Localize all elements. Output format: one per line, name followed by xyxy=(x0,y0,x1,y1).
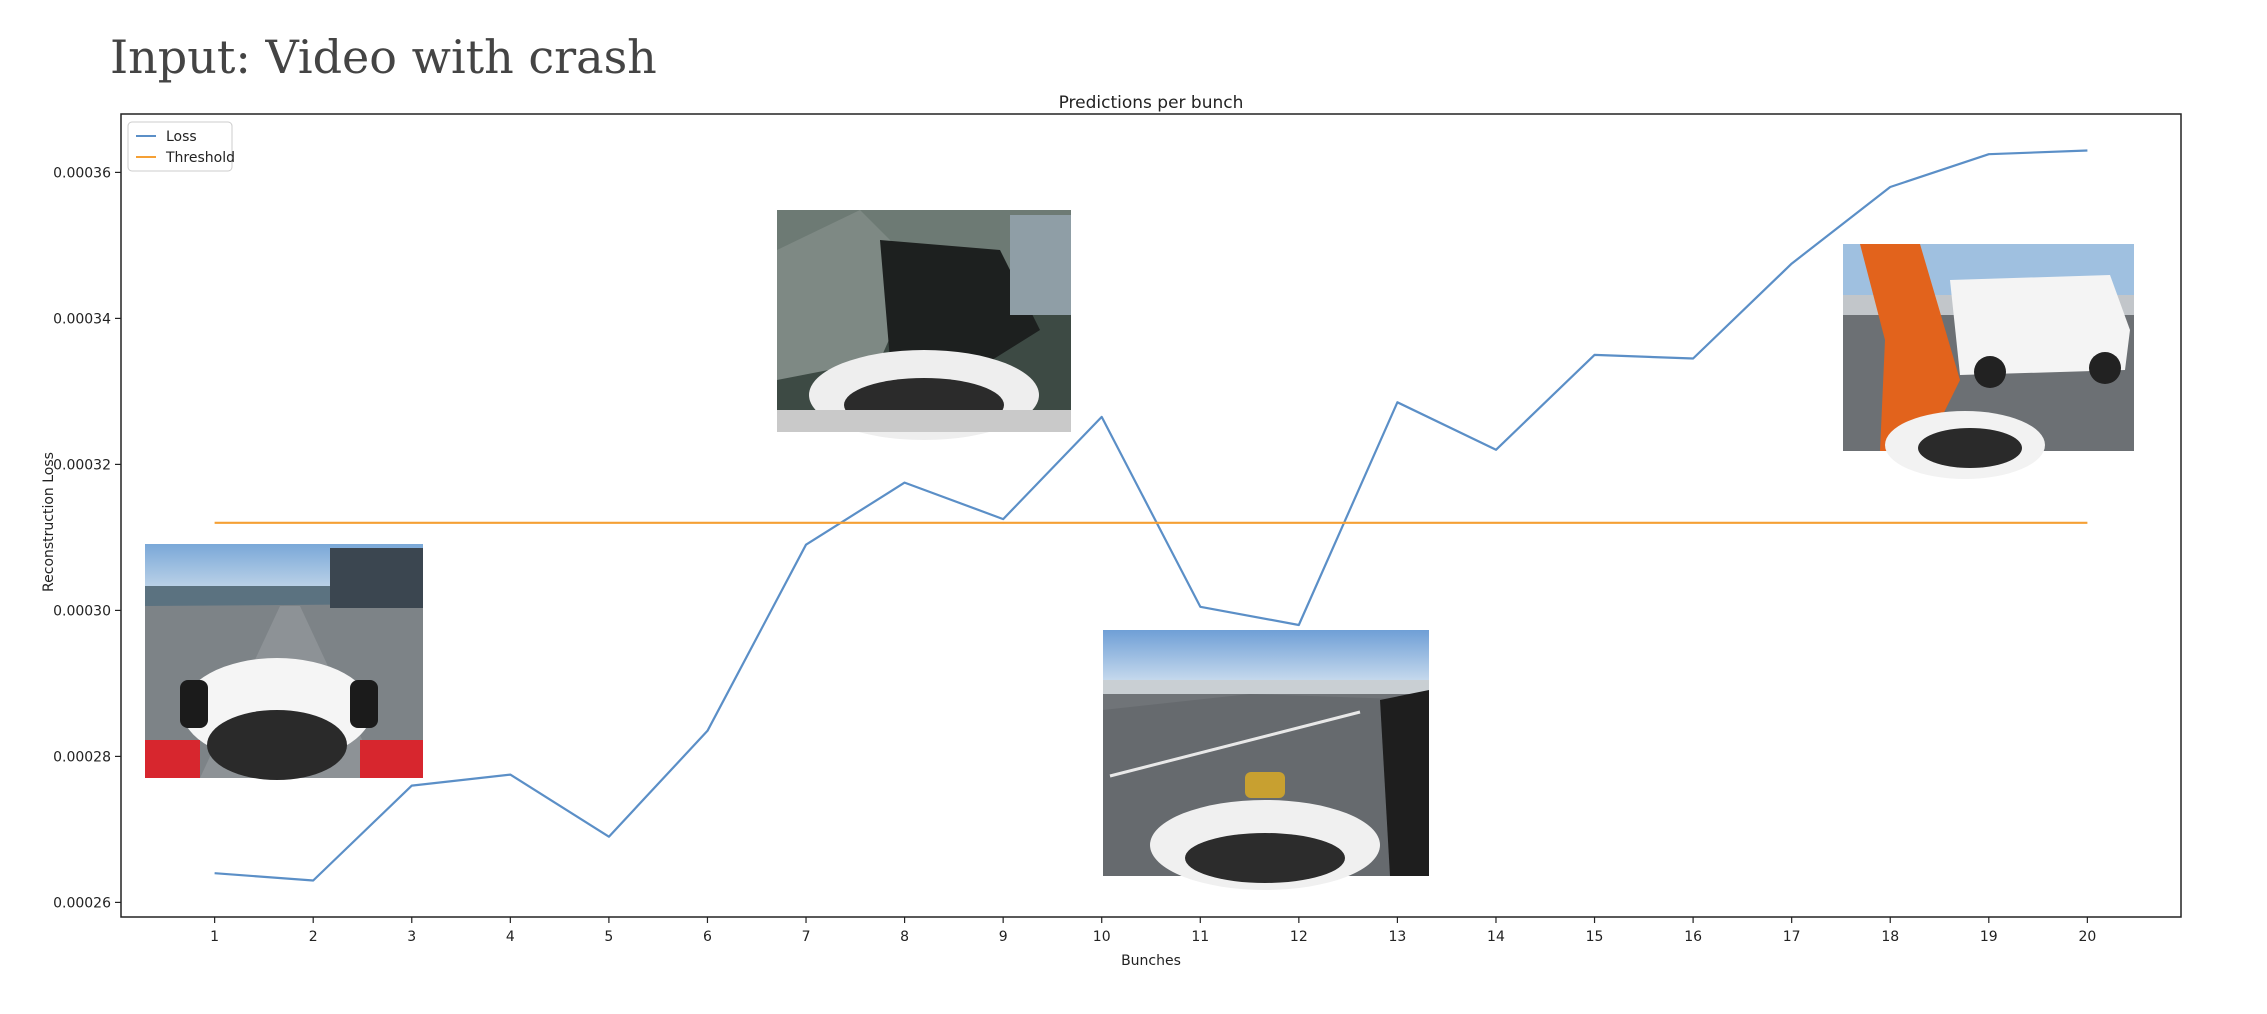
inset-image-marshal-truck xyxy=(1843,244,2134,479)
x-tick-label: 20 xyxy=(2078,929,2096,945)
data-point-loss xyxy=(1890,187,1891,188)
inset-image-cockpit-straight xyxy=(1103,630,1429,890)
inset-image-cockpit-track xyxy=(145,544,423,780)
x-tick-label: 1 xyxy=(210,929,219,945)
data-point-threshold xyxy=(1890,522,1891,523)
x-tick-label: 9 xyxy=(999,929,1008,945)
data-point-threshold xyxy=(1791,522,1792,523)
y-axis-label: Reconstruction Loss xyxy=(41,452,57,592)
x-tick-label: 12 xyxy=(1290,929,1308,945)
series-group xyxy=(214,149,2088,882)
y-tick-label: 0.00036 xyxy=(53,165,111,181)
data-point-loss xyxy=(1003,519,1004,520)
data-point-threshold xyxy=(1397,522,1398,523)
page-heading: Input: Video with crash xyxy=(110,30,657,84)
x-tick-label: 4 xyxy=(506,929,515,945)
plot-frame xyxy=(120,113,2182,918)
data-point-threshold xyxy=(510,522,511,523)
data-point-loss xyxy=(214,873,215,874)
data-point-threshold xyxy=(1101,522,1102,523)
data-point-threshold xyxy=(214,522,215,523)
data-point-threshold xyxy=(1003,522,1004,523)
data-point-loss xyxy=(1298,625,1299,626)
x-tick-label: 18 xyxy=(1881,929,1899,945)
data-point-threshold xyxy=(1200,522,1201,523)
data-point-threshold xyxy=(1594,522,1595,523)
legend-label-loss: Loss xyxy=(166,129,197,145)
y-tick-label: 0.00034 xyxy=(53,311,111,327)
data-point-loss xyxy=(411,785,412,786)
x-tick-label: 5 xyxy=(604,929,613,945)
data-point-loss xyxy=(608,836,609,837)
data-point-threshold xyxy=(806,522,807,523)
x-tick-label: 16 xyxy=(1684,929,1702,945)
x-tick-label: 19 xyxy=(1980,929,1998,945)
x-tick-label: 13 xyxy=(1388,929,1406,945)
legend: Loss Threshold xyxy=(127,121,235,172)
y-tick-label: 0.00028 xyxy=(53,749,111,765)
data-point-loss xyxy=(1397,402,1398,403)
data-point-threshold xyxy=(313,522,314,523)
x-axis-label: Bunches xyxy=(1121,953,1181,969)
data-point-threshold xyxy=(608,522,609,523)
x-tick-label: 7 xyxy=(802,929,811,945)
data-point-loss xyxy=(707,730,708,731)
data-point-threshold xyxy=(1298,522,1299,523)
y-tick-label: 0.00030 xyxy=(53,603,111,619)
data-point-threshold xyxy=(1988,522,1989,523)
data-point-loss xyxy=(904,482,905,483)
data-point-loss xyxy=(1200,606,1201,607)
inset-image-crash xyxy=(777,210,1071,440)
y-tick-label: 0.00032 xyxy=(53,457,111,473)
data-point-loss xyxy=(1594,354,1595,355)
data-point-loss xyxy=(1693,358,1694,359)
data-point-loss xyxy=(2087,150,2088,151)
data-point-threshold xyxy=(1495,522,1496,523)
data-point-threshold xyxy=(904,522,905,523)
x-tick-label: 14 xyxy=(1487,929,1505,945)
x-tick-label: 17 xyxy=(1783,929,1801,945)
chart-title: Predictions per bunch xyxy=(1059,93,1244,113)
x-tick-label: 11 xyxy=(1191,929,1209,945)
legend-label-threshold: Threshold xyxy=(165,150,235,166)
data-point-loss xyxy=(1495,449,1496,450)
x-tick-label: 8 xyxy=(900,929,909,945)
data-point-threshold xyxy=(1693,522,1694,523)
data-point-threshold xyxy=(707,522,708,523)
y-ticks: 0.00026 0.00028 0.00030 0.00032 0.00034 0.000… xyxy=(53,165,121,911)
x-tick-label: 6 xyxy=(703,929,712,945)
series-line-loss xyxy=(214,149,2088,882)
data-point-loss xyxy=(1101,416,1102,417)
data-point-threshold xyxy=(411,522,412,523)
x-tick-label: 2 xyxy=(309,929,318,945)
data-point-loss xyxy=(313,880,314,881)
y-tick-label: 0.00026 xyxy=(53,895,111,911)
x-tick-label: 3 xyxy=(407,929,416,945)
data-point-loss xyxy=(1791,263,1792,264)
data-point-loss xyxy=(510,774,511,775)
x-tick-label: 15 xyxy=(1586,929,1604,945)
data-point-loss xyxy=(806,544,807,545)
data-point-threshold xyxy=(2087,522,2088,523)
x-tick-label: 10 xyxy=(1093,929,1111,945)
x-ticks: 1 2 3 4 5 6 7 8 9 10 11 12 13 14 15 16 17 18 19 20 xyxy=(210,917,2096,945)
data-point-loss xyxy=(1988,154,1989,155)
